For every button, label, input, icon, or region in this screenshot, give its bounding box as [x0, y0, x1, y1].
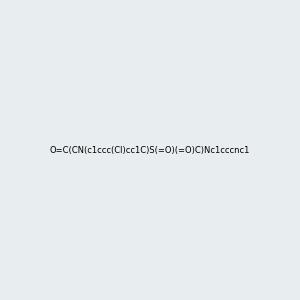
- Text: O=C(CN(c1ccc(Cl)cc1C)S(=O)(=O)C)Nc1cccnc1: O=C(CN(c1ccc(Cl)cc1C)S(=O)(=O)C)Nc1cccnc…: [50, 146, 250, 154]
